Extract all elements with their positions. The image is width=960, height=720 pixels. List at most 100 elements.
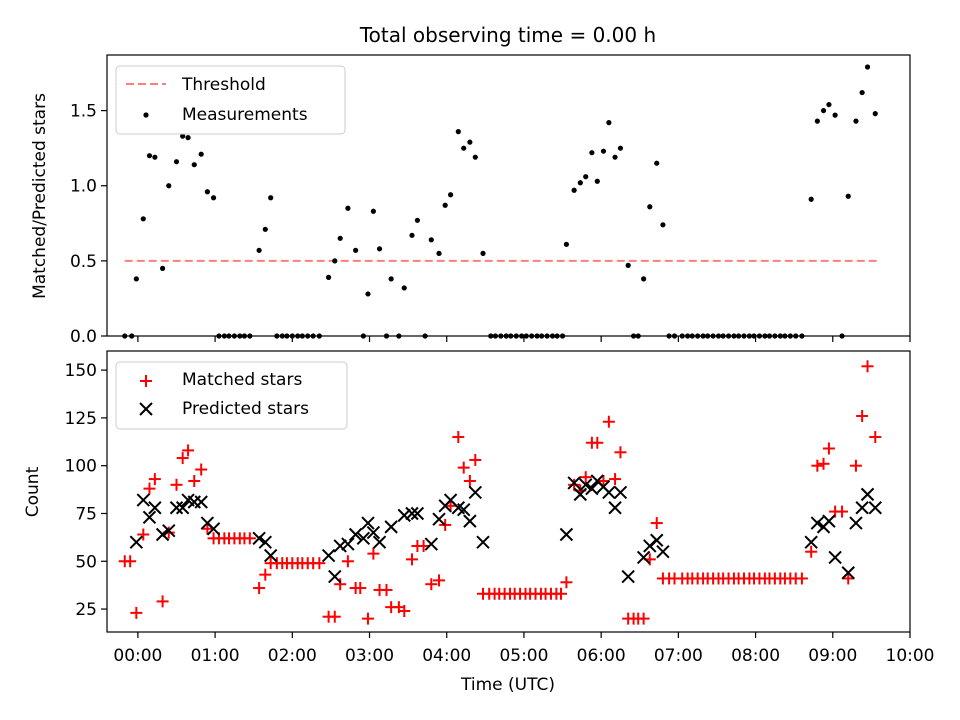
measurement-point [864,64,871,70]
predicted-star-point [849,516,863,530]
predicted-star-point [384,520,398,534]
x-tick-label: 09:00 [808,646,857,666]
x-tick-label: 01:00 [191,646,240,666]
legend-matched-label: Matched stars [182,370,302,390]
matched-star-point [195,463,208,476]
predicted-star-point [142,510,157,525]
predicted-star-point [432,512,446,526]
predicted-star-point [602,485,616,500]
measurement-point [808,196,814,202]
measurement-point [859,89,865,96]
measurement-point [442,202,448,208]
bottom-y-axis-label: Count [23,466,43,517]
predicted-star-point [656,545,670,559]
predicted-star-point [175,501,190,515]
predicted-star-point [356,531,371,546]
measurement-point [436,250,442,256]
measurement-point [814,118,820,124]
measurement-point [262,226,268,232]
matched-star-point [869,431,882,444]
measurement-point [152,154,158,160]
bottom-y-axis: 25 50 75 100 125 150 [65,361,107,620]
matched-star-point [176,452,189,465]
predicted-star-point [155,527,170,542]
measurement-point [370,208,376,214]
predicted-star-point [405,506,419,521]
predicted-star-point [424,537,438,551]
measurement-point [577,180,583,186]
measurement-point [480,250,486,256]
predicted-star-point [468,485,483,500]
x-tick-label: 07:00 [654,646,703,666]
measurement-point [256,247,262,253]
chart-title: Total observing time = 0.00 h [359,23,656,47]
matched-star-point [842,572,855,585]
matched-star-point [579,471,592,484]
measurement-point [853,118,859,124]
matched-star-point [637,612,650,625]
matched-star-point [597,474,610,487]
matched-star-point [367,547,380,560]
top-data-marks [122,64,878,339]
matched-star-point [650,517,663,530]
matched-star-point [341,555,354,568]
matched-star-point [822,442,835,455]
matched-star-point [805,545,818,558]
top-x-axis [137,336,911,342]
measurement-point [594,178,600,184]
measurement-point [376,246,383,252]
predicted-star-point [828,550,842,565]
predicted-star-point [263,548,278,563]
predicted-star-point [573,487,588,502]
measurement-point [467,139,473,145]
measurement-point [345,205,351,211]
predicted-star-point [608,501,622,515]
predicted-star-point [650,533,664,547]
legend-measurements-label: Measurements [182,105,308,125]
matched-star-point [188,474,201,487]
predicted-star-point [559,527,574,542]
measurement-point [332,258,338,264]
matched-star-point [591,436,604,449]
matched-star-point [380,583,393,596]
matched-star-point [124,555,137,568]
matched-star-point [795,572,808,585]
measurement-point [820,107,827,114]
x-tick-label: 08:00 [731,646,780,666]
predicted-star-point [804,535,818,549]
measurement-point [166,183,172,189]
matched-star-point [201,522,214,535]
measurement-point [872,111,878,117]
matched-star-point [328,610,341,623]
measurement-point [140,216,146,222]
measurement-point [388,276,394,282]
y-tick-label: 0.0 [70,327,97,347]
y-tick-label: 100 [65,457,97,477]
measurement-point [325,274,332,280]
measurement-point [472,154,478,160]
y-tick-label: 1.0 [70,177,97,197]
y-tick-label: 1.5 [70,102,97,122]
predicted-star-point [860,487,875,502]
predicted-star-point [585,481,599,496]
matched-star-point [137,528,150,541]
predicted-star-point [341,537,355,551]
predicted-star-point [621,569,635,584]
measurement-point [617,145,624,151]
predicted-star-point [410,506,425,521]
top-y-axis-label: Matched/Predicted stars [30,93,50,299]
predicted-star-point [579,478,593,492]
matched-star-point [609,473,622,486]
legend-matched-swatch [140,375,152,387]
matched-star-point [555,587,568,600]
predicted-star-point [169,501,184,515]
measurement-point [268,195,274,201]
measurement-point [583,174,589,180]
predicted-star-point [206,522,221,536]
predicted-star-point [855,501,869,515]
y-tick-label: 0.5 [70,252,97,272]
x-tick-label: 02:00 [268,646,317,666]
predicted-star-point [868,501,882,515]
matched-star-point [836,505,849,518]
